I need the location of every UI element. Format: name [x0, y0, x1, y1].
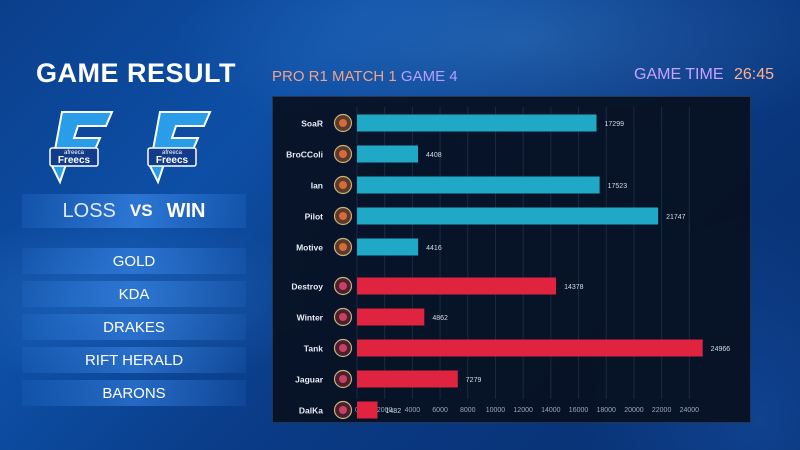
- category-label: Winter: [297, 313, 324, 323]
- bar-value-label: 17299: [605, 121, 625, 128]
- bar-value-label: 24966: [711, 346, 731, 353]
- champion-icon-core: [339, 344, 347, 352]
- x-tick-label: 12000: [513, 407, 533, 414]
- bar-value-label: 4862: [432, 315, 448, 322]
- chart-panel: 0200040006000800010000120001400016000180…: [272, 96, 751, 423]
- bar-value-label: 14378: [564, 284, 584, 291]
- x-tick-label: 22000: [652, 407, 672, 414]
- logo-text-top: afreeca: [162, 150, 183, 156]
- bar: [357, 238, 419, 256]
- bar: [357, 176, 600, 194]
- bar: [357, 114, 597, 132]
- match-round: PRO R1 MATCH 1: [272, 68, 397, 85]
- bar: [357, 370, 458, 388]
- team-logo-left: afreeca Freecs: [49, 111, 114, 185]
- result-banner: LOSS VS WIN: [22, 194, 246, 228]
- stat-menu: GOLD KDA DRAKES RIFT HERALD BARONS: [22, 248, 246, 413]
- x-tick-label: 4000: [405, 407, 421, 414]
- bar-value-label: 4416: [426, 245, 442, 252]
- team-logo-right: afreeca Freecs: [147, 111, 212, 185]
- x-tick-label: 24000: [680, 407, 700, 414]
- page-title: GAME RESULT: [36, 58, 236, 88]
- x-tick-label: 2000: [377, 407, 393, 414]
- x-tick-label: 16000: [569, 407, 589, 414]
- champion-icon-core: [339, 243, 347, 251]
- menu-item-kda[interactable]: KDA: [22, 281, 246, 307]
- menu-item-gold[interactable]: GOLD: [22, 248, 246, 274]
- x-tick-label: 18000: [596, 407, 616, 414]
- category-label: Motive: [296, 243, 323, 253]
- bar: [357, 339, 703, 357]
- bar: [357, 207, 659, 225]
- category-label: Ian: [311, 181, 323, 191]
- champion-icon-core: [339, 119, 347, 127]
- bar: [357, 277, 557, 295]
- x-tick-label: 14000: [541, 407, 561, 414]
- bar-value-label: 7279: [466, 377, 482, 384]
- match-game: GAME 4: [400, 68, 458, 85]
- champion-icon-core: [339, 406, 347, 414]
- category-label: Destroy: [291, 282, 323, 292]
- category-label: Pilot: [305, 212, 324, 222]
- logo-text-main: Freecs: [156, 155, 189, 166]
- x-tick-label: 8000: [460, 407, 476, 414]
- menu-item-barons[interactable]: BARONS: [22, 380, 246, 406]
- x-tick-label: 6000: [432, 407, 448, 414]
- bar-value-label: 1482: [386, 408, 402, 415]
- match-info: PRO R1 MATCH 1 GAME 4: [272, 68, 458, 85]
- bar-value-label: 4408: [426, 152, 442, 159]
- logo-text-top: afreeca: [64, 150, 85, 156]
- champion-icon-core: [339, 282, 347, 290]
- menu-item-drakes[interactable]: DRAKES: [22, 314, 246, 340]
- x-tick-label: 10000: [486, 407, 506, 414]
- category-label: Tank: [304, 344, 323, 354]
- bar: [357, 308, 425, 326]
- category-label: DalKa: [299, 406, 323, 416]
- game-time: GAME TIME 26:45: [634, 66, 774, 84]
- game-time-value: 26:45: [733, 66, 774, 83]
- vs-label: VS: [129, 201, 153, 220]
- logo-text-main: Freecs: [58, 155, 91, 166]
- menu-item-rift-herald[interactable]: RIFT HERALD: [22, 347, 246, 373]
- result-left-label: LOSS: [62, 199, 116, 222]
- bar-value-label: 17523: [608, 183, 628, 190]
- category-label: BroCColi: [286, 150, 323, 160]
- champion-icon-core: [339, 375, 347, 383]
- champion-icon-core: [339, 181, 347, 189]
- category-label: Jaguar: [295, 375, 324, 385]
- game-time-label: GAME TIME: [634, 66, 724, 83]
- bar: [357, 401, 378, 419]
- category-label: SoaR: [301, 119, 323, 129]
- result-right-label: WIN: [166, 199, 206, 222]
- champion-icon-core: [339, 212, 347, 220]
- champion-icon-core: [339, 313, 347, 321]
- bar-value-label: 21747: [666, 214, 686, 221]
- bar: [357, 145, 419, 163]
- bar-chart: 0200040006000800010000120001400016000180…: [286, 107, 731, 420]
- champion-icon-core: [339, 150, 347, 158]
- x-tick-label: 20000: [624, 407, 644, 414]
